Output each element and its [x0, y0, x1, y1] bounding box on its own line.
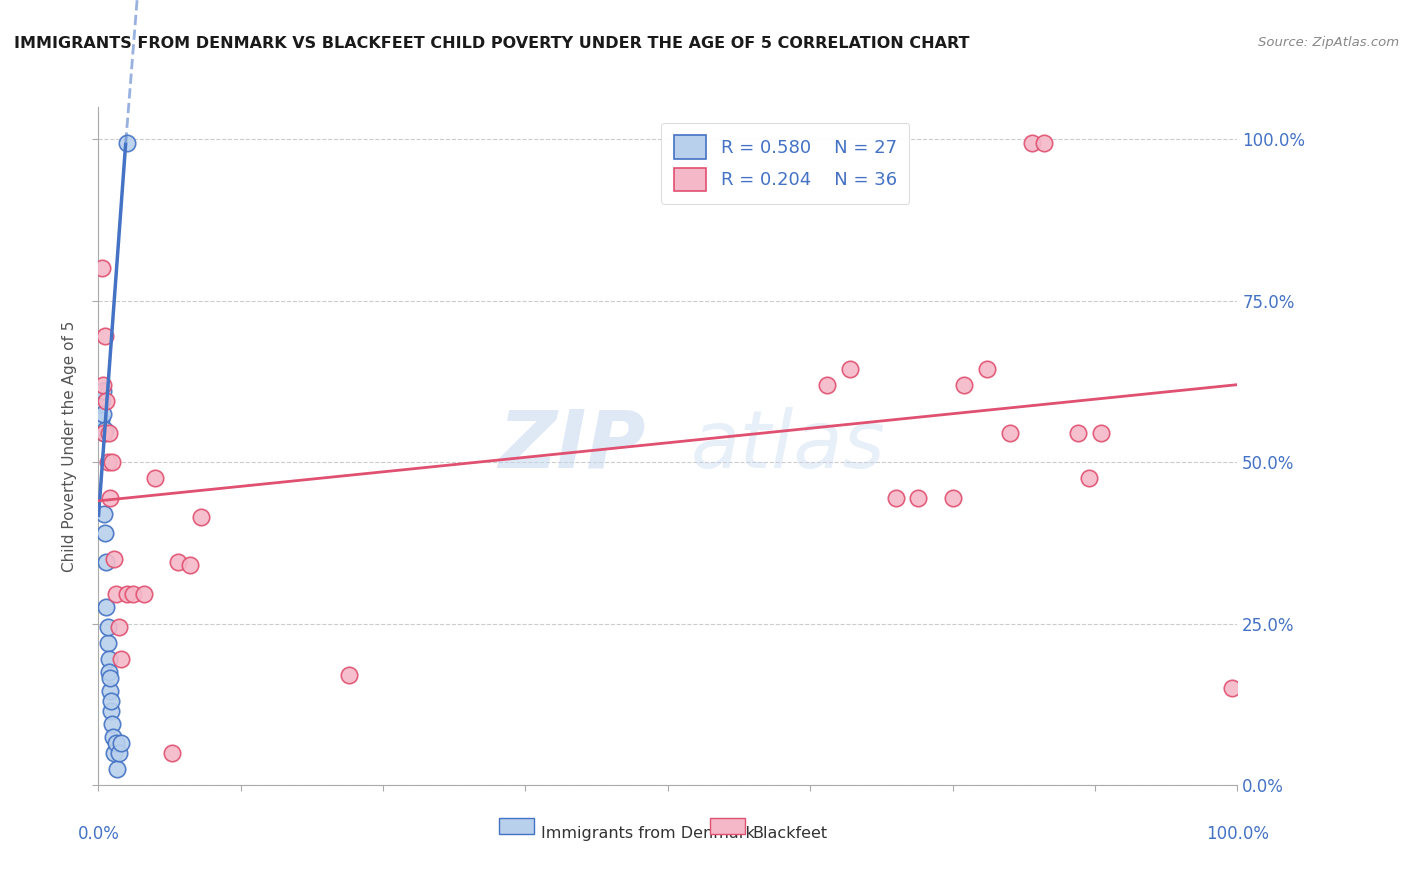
Point	[98, 491, 121, 505]
Text: Source: ZipAtlas.com: Source: ZipAtlas.com	[1258, 36, 1399, 49]
Point	[815, 377, 838, 392]
Point	[108, 620, 131, 634]
Point	[110, 736, 132, 750]
Point	[103, 746, 125, 760]
Point	[162, 746, 184, 760]
Point	[179, 558, 201, 573]
Point	[97, 426, 120, 441]
Point	[953, 377, 976, 392]
Point	[1220, 681, 1243, 695]
Point	[90, 261, 112, 276]
Point	[942, 491, 965, 505]
Point	[91, 377, 114, 392]
Point	[167, 555, 190, 569]
Legend: R = 0.580    N = 27, R = 0.204    N = 36: R = 0.580 N = 27, R = 0.204 N = 36	[661, 123, 910, 203]
Point	[96, 555, 118, 569]
Point	[98, 672, 121, 686]
Point	[1067, 426, 1090, 441]
Text: Blackfeet: Blackfeet	[752, 826, 827, 841]
Point	[100, 694, 122, 708]
Point	[115, 587, 138, 601]
Point	[1090, 426, 1112, 441]
Point	[97, 665, 120, 679]
Point	[132, 587, 155, 601]
Point	[94, 423, 117, 437]
Point	[101, 455, 124, 469]
Text: 100.0%: 100.0%	[1206, 825, 1268, 843]
Point	[115, 136, 138, 150]
Point	[91, 384, 114, 398]
Point	[105, 762, 128, 776]
Text: IMMIGRANTS FROM DENMARK VS BLACKFEET CHILD POVERTY UNDER THE AGE OF 5 CORRELATIO: IMMIGRANTS FROM DENMARK VS BLACKFEET CHI…	[14, 36, 970, 51]
Point	[101, 716, 124, 731]
Point	[121, 587, 143, 601]
Point	[94, 526, 117, 541]
Point	[93, 426, 115, 441]
Point	[90, 393, 112, 408]
Y-axis label: Child Poverty Under the Age of 5: Child Poverty Under the Age of 5	[62, 320, 77, 572]
Point	[190, 510, 212, 524]
Point	[104, 736, 127, 750]
Point	[93, 426, 115, 441]
Point	[94, 329, 117, 343]
Point	[103, 552, 125, 566]
Point	[998, 426, 1021, 441]
Point	[839, 361, 862, 376]
Text: ZIP: ZIP	[498, 407, 645, 485]
Point	[110, 652, 132, 666]
Point	[90, 413, 112, 427]
Point	[1078, 471, 1101, 485]
Point	[1032, 136, 1054, 150]
Point	[976, 361, 998, 376]
Point	[96, 620, 118, 634]
Point	[93, 507, 115, 521]
Point	[96, 393, 118, 408]
Text: 0.0%: 0.0%	[77, 825, 120, 843]
Point	[884, 491, 907, 505]
Point	[96, 636, 118, 650]
Point	[145, 471, 167, 485]
Point	[89, 393, 111, 408]
Point	[96, 600, 118, 615]
Point	[1021, 136, 1043, 150]
Point	[98, 684, 121, 698]
Point	[104, 587, 127, 601]
Point	[108, 746, 131, 760]
Point	[91, 407, 114, 421]
Point	[337, 668, 360, 682]
Point	[97, 652, 120, 666]
Point	[96, 455, 118, 469]
Text: atlas: atlas	[690, 407, 886, 485]
Text: Immigrants from Denmark: Immigrants from Denmark	[541, 826, 755, 841]
Point	[103, 730, 125, 744]
Point	[907, 491, 929, 505]
Point	[100, 704, 122, 718]
